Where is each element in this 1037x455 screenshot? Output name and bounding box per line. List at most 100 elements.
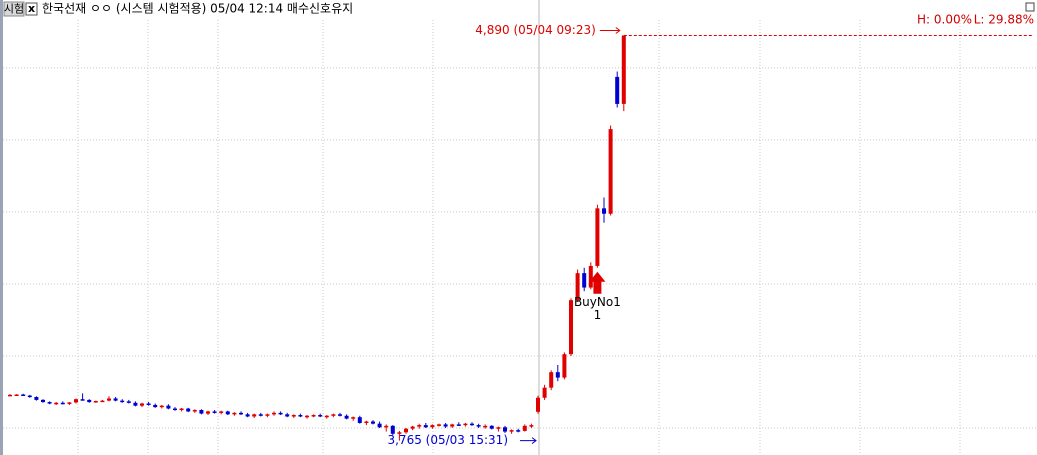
chart-title: 한국선재 ㅇㅇ (시스템 시험적용) 05/04 12:14 매수신호유지 (42, 2, 353, 16)
candle-body (120, 400, 125, 403)
candle-body (278, 412, 283, 415)
candle-body (450, 424, 455, 427)
candle-body (602, 208, 606, 214)
low-stat: L: 29.88% (974, 13, 1034, 27)
candle-body (107, 398, 111, 401)
maximize-button[interactable] (1025, 2, 1035, 12)
annotations: 4,890 (05/04 09:23) 3,765 (05/03 15:31) Bu… (387, 23, 1033, 447)
candle-body (60, 402, 65, 405)
candle-body (173, 408, 177, 411)
candle-body (245, 414, 250, 417)
candle-body (364, 421, 369, 424)
candle-body (536, 397, 540, 412)
candle-body (14, 394, 19, 397)
candle-body (410, 426, 415, 429)
candle-body (331, 414, 336, 416)
candle-body (153, 404, 158, 408)
candle-body (324, 415, 329, 418)
candle-body (397, 432, 402, 434)
candle-body (569, 300, 573, 355)
signal-qty: 1 (594, 308, 602, 322)
candle-body (430, 425, 435, 428)
candle-body (179, 408, 184, 411)
candle-body (456, 424, 461, 426)
candle-body (443, 424, 448, 427)
vertical-grid (77, 20, 961, 455)
tag: 시험 (4, 3, 24, 16)
candle-body (562, 354, 567, 378)
candle-body (555, 372, 560, 378)
candle-body (470, 423, 474, 426)
high-label: 4,890 (05/04 09:23) (475, 23, 596, 37)
candle-body (140, 403, 144, 406)
candle-body (8, 394, 12, 397)
candle-body (298, 415, 303, 417)
candle-body (67, 402, 72, 404)
candle-body (206, 411, 210, 414)
candle-body (93, 400, 98, 403)
candle-body (357, 417, 362, 423)
candle-body (522, 425, 527, 431)
candle-body (87, 399, 92, 403)
candle-body (100, 400, 105, 403)
candle-body (239, 412, 243, 415)
candle-body (483, 425, 488, 428)
close-label[interactable]: x (28, 2, 35, 15)
candle-body (423, 425, 428, 428)
left-edge (0, 0, 3, 455)
candle-body (588, 265, 593, 288)
candle-body (476, 425, 481, 427)
candle-body (291, 415, 296, 417)
candle-body (166, 405, 171, 409)
candle-body (575, 273, 580, 301)
candle-body (384, 425, 389, 428)
candle-body (258, 414, 263, 416)
candle-body (27, 395, 32, 398)
candle-body (549, 372, 554, 388)
candle-body (54, 402, 59, 405)
candle-body (371, 421, 375, 424)
low-label: 3,765 (05/03 15:31) (387, 433, 508, 447)
low-arrow (520, 437, 537, 444)
candle-body (126, 401, 131, 403)
buy-arrow (589, 271, 606, 294)
candle-body (232, 412, 237, 415)
candle-body (351, 417, 356, 419)
candle-body (21, 394, 26, 397)
candle-body (285, 414, 290, 417)
candle-body (404, 428, 408, 433)
candles (8, 35, 626, 441)
candle-body (80, 399, 85, 401)
candle-body (503, 427, 507, 432)
candle-body (146, 403, 151, 406)
candle-body (272, 412, 276, 415)
candle-body (41, 399, 45, 403)
candle-body (252, 414, 257, 417)
candle-body (219, 411, 224, 413)
signal-name: BuyNo1 (574, 295, 621, 309)
candle-body (338, 414, 342, 416)
high-stat: H: 0.00% (917, 13, 972, 27)
candle-body (265, 414, 270, 416)
candle-body (509, 430, 514, 432)
close-button[interactable] (25, 2, 38, 16)
candle-body (595, 208, 600, 266)
candle-body (212, 411, 217, 413)
candle-body (542, 387, 547, 398)
candle-body (615, 76, 620, 104)
candle-body (621, 35, 626, 104)
candle-body (529, 425, 534, 427)
candle-body (186, 408, 191, 412)
candle-body (516, 430, 521, 432)
candle-body (311, 415, 316, 417)
candle-body (318, 415, 323, 417)
candle-body (74, 399, 78, 403)
candle-body (159, 405, 164, 408)
candle-body (305, 415, 309, 418)
candle-body (390, 425, 395, 434)
candle-body (582, 273, 587, 288)
candle-body (113, 398, 118, 401)
candle-body (417, 425, 422, 427)
